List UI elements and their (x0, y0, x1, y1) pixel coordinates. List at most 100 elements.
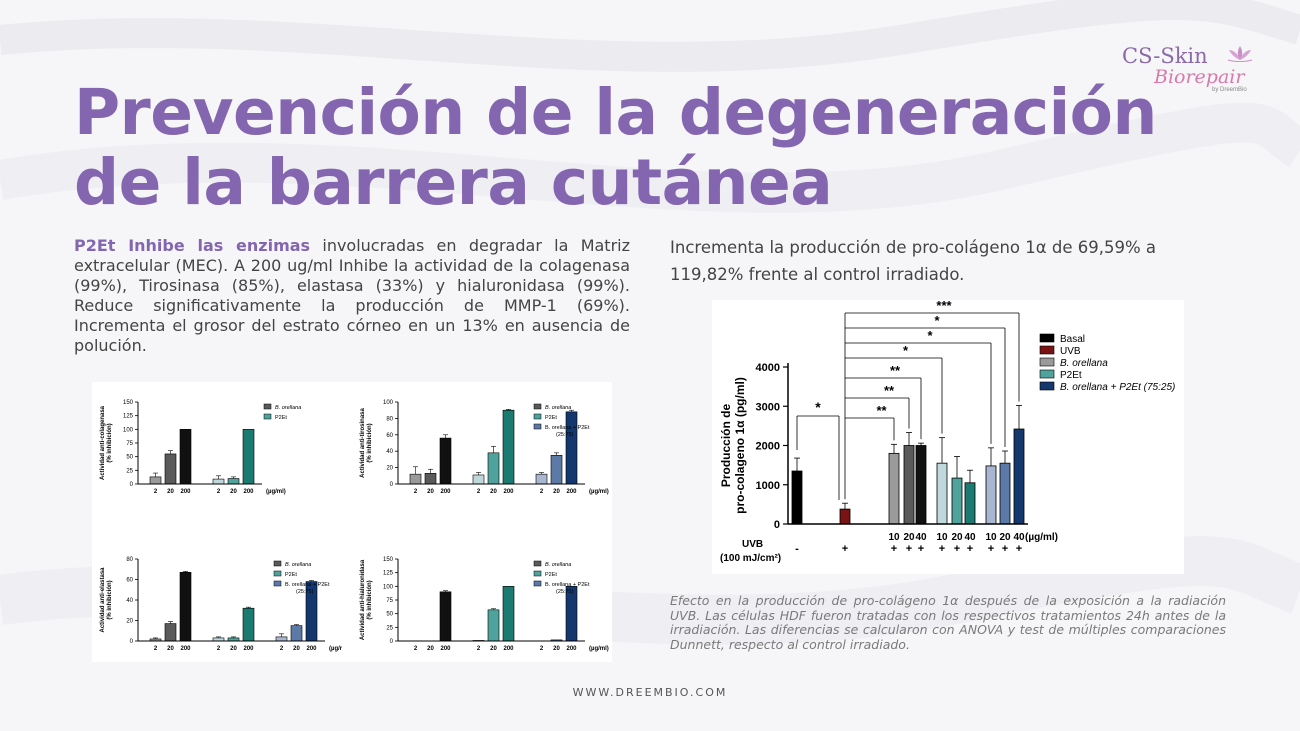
legend-label: B. orellana + P2Et (75:25) (1060, 382, 1175, 393)
uvb-sign: + (842, 543, 848, 555)
dose-label: 40 (964, 532, 976, 543)
y-tick-label: 0 (130, 482, 134, 488)
y-tick-label: 40 (386, 449, 393, 455)
bar (472, 474, 485, 485)
y-tick-label: 3000 (756, 401, 780, 413)
legend-swatch (273, 580, 282, 587)
dose-label: 40 (915, 532, 927, 543)
y-tick-label: 20 (126, 619, 133, 625)
y-axis-label: Actividad anti-tirosinasa(% inhibición) (360, 407, 373, 477)
x-tick-label: 2 (217, 646, 221, 652)
x-tick-label: 200 (180, 646, 191, 652)
y-label-line: Actividad anti-elastasa (100, 567, 106, 633)
legend-swatch (1039, 369, 1055, 379)
bar (439, 591, 452, 642)
significance-label: * (815, 399, 821, 415)
legend-label: B. orellana (1060, 358, 1108, 369)
y-tick-label: 25 (386, 625, 393, 631)
logo-main-text: CS-Skin (1122, 44, 1208, 68)
y-tick-label: 125 (123, 414, 134, 420)
y-tick-label: 4000 (756, 362, 780, 374)
x-tick-label: 200 (180, 489, 191, 495)
x-tick-label: 20 (490, 646, 497, 652)
bar (212, 478, 225, 485)
logo-script-text: Biorepair (1154, 66, 1245, 88)
x-tick-label: 20 (553, 489, 560, 495)
bar (290, 625, 303, 642)
uvb-sign: + (906, 543, 912, 555)
y-tick-label: 0 (774, 519, 780, 531)
bar (439, 437, 452, 485)
uvb-sign: + (1016, 543, 1022, 555)
y-tick-label: 150 (123, 400, 134, 406)
significance-label: * (934, 313, 940, 328)
logo-by-text: by DreemBio (1212, 87, 1247, 93)
page-title: Prevención de la degeneración de la barr… (74, 78, 1157, 218)
x-tick-label: 2 (414, 489, 418, 495)
website-footer: WWW.DREEMBIO.COM (572, 686, 728, 699)
legend-label: UVB (1060, 346, 1081, 357)
x-tick-label: 2 (540, 489, 544, 495)
x-tick-label: 2 (477, 489, 481, 495)
x-tick-label: 20 (230, 489, 237, 495)
x-tick-label: 20 (427, 646, 434, 652)
legend-swatch (273, 570, 282, 577)
title-line-1: Prevención de la degeneración (74, 76, 1157, 149)
anti-elastase-chart: 0 20 40 60 80 Actividad anti-elastasa(% inhib… (100, 557, 342, 652)
significance-label: * (903, 343, 909, 358)
y-axis-label: Actividad anti-hialuronidasa(% inhibició… (360, 559, 373, 640)
x-tick-label: 200 (243, 489, 254, 495)
uvb-sign: + (967, 543, 973, 555)
dose-label: 40 (1013, 532, 1025, 543)
y-tick-label: 20 (386, 466, 393, 472)
y-tick-label: 100 (383, 400, 394, 406)
dose-label: 20 (951, 532, 963, 543)
y-tick-label: 50 (126, 455, 133, 461)
procollagen-chart: 0 1000 2000 3000 4000 Producción de pro-colage… (719, 298, 1175, 564)
x-tick-label: 2 (217, 489, 221, 495)
y-axis-label-line2: pro-colageno 1α (pg/ml) (733, 377, 747, 514)
y-label-line: Actividad anti-hialuronidasa (360, 559, 366, 640)
enzyme-description: P2Et Inhibe las enzimas involucradas en … (74, 236, 630, 356)
x-tick-label: 20 (427, 489, 434, 495)
legend-label: B. orellana (285, 562, 311, 568)
dose-label: 10 (936, 532, 948, 543)
y-tick-label: 100 (123, 427, 134, 433)
y-tick-label: 60 (386, 433, 393, 439)
x-tick-label: 2 (154, 646, 158, 652)
bar (791, 470, 803, 525)
y-tick-label: 0 (390, 482, 394, 488)
bar (502, 586, 515, 642)
x-tick-label: 20 (167, 489, 174, 495)
legend-swatch (533, 580, 542, 587)
legend-label: B. orellana (275, 405, 301, 411)
y-tick-label: 75 (386, 598, 393, 604)
significance-label: ** (890, 363, 901, 378)
legend-swatch (1039, 345, 1055, 355)
legend-label-sub: (25:75) (296, 589, 314, 595)
y-tick-label: 0 (130, 639, 134, 645)
legend-label: P2Et (545, 415, 557, 421)
bar (1013, 428, 1025, 525)
bar (985, 465, 997, 525)
title-line-2: de la barrera cutánea (74, 146, 833, 219)
bar (242, 429, 255, 485)
uvb-sign: + (988, 543, 994, 555)
x-tick-label: 200 (503, 489, 514, 495)
x-tick-label: 2 (477, 646, 481, 652)
bar (936, 462, 948, 525)
bar (915, 445, 927, 525)
dose-label: 20 (999, 532, 1011, 543)
bar (903, 445, 915, 525)
uvb-sign: + (939, 543, 945, 555)
bar (164, 623, 177, 642)
y-tick-label: 80 (126, 557, 133, 563)
legend-swatch (533, 570, 542, 577)
legend-swatch (533, 403, 542, 410)
legend-label: Basal (1060, 334, 1085, 345)
enzyme-highlight: P2Et Inhibe las enzimas (74, 236, 311, 255)
significance-label: ** (884, 383, 895, 398)
bar (535, 473, 548, 485)
y-tick-label: 50 (386, 612, 393, 618)
collagen-chart-panel: 0 1000 2000 3000 4000 Producción de pro-colage… (712, 298, 1184, 574)
